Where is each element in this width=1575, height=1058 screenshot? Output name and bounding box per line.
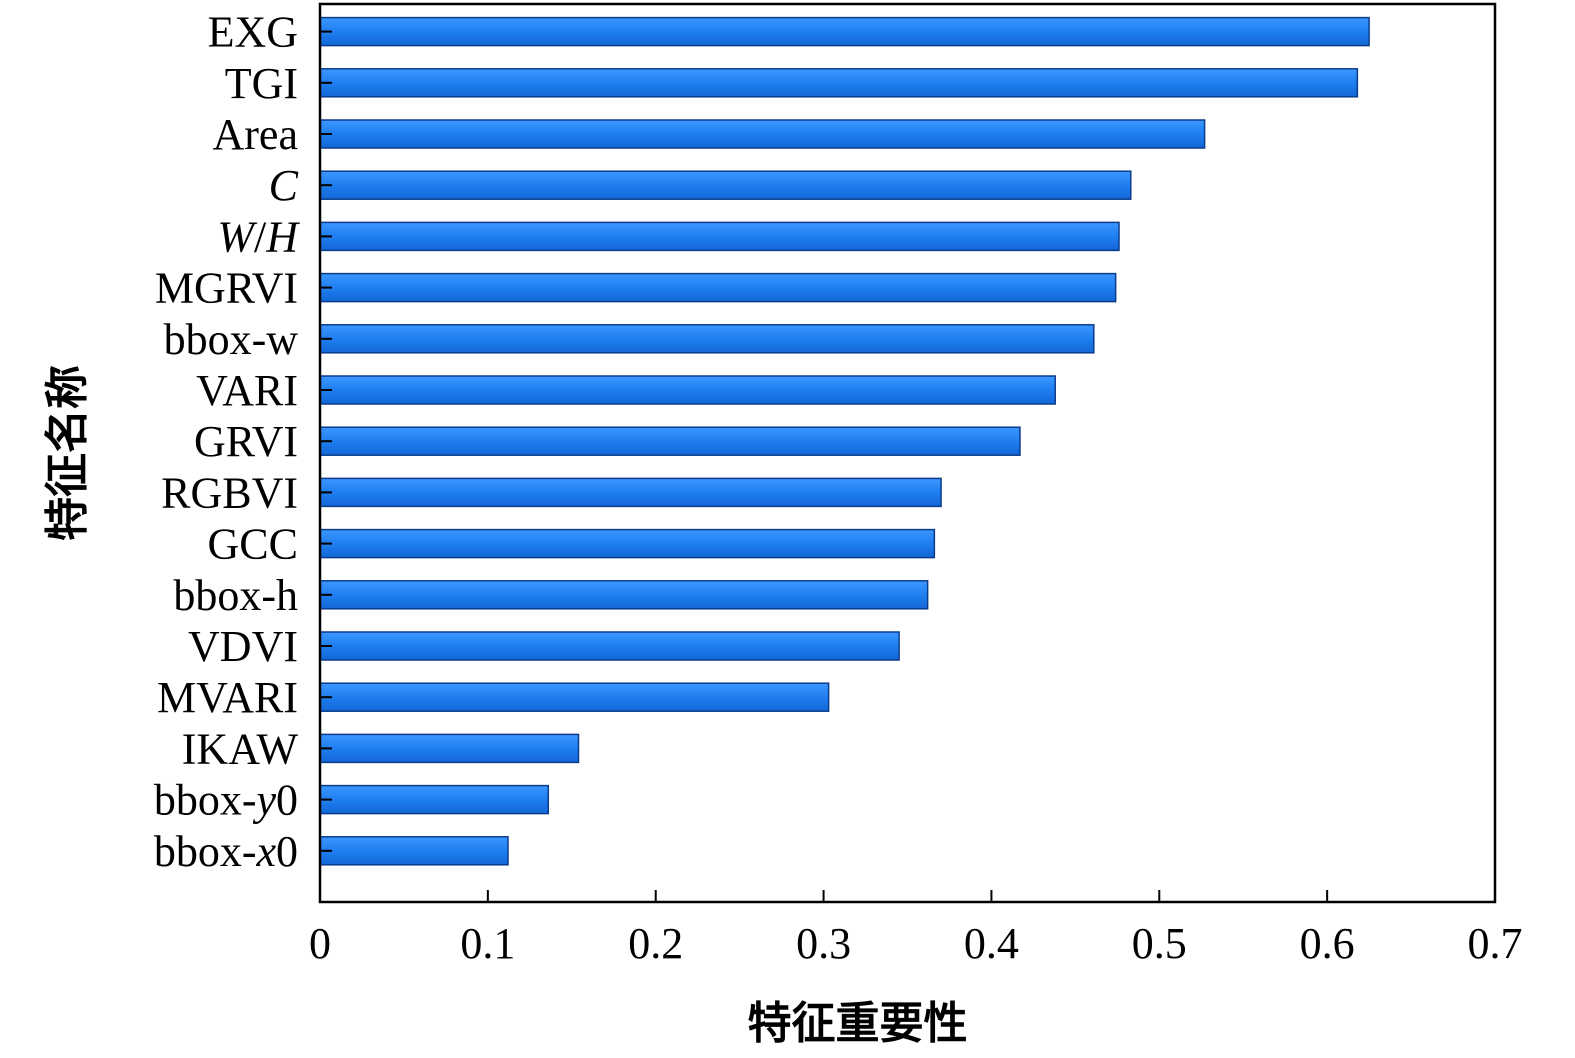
y-tick-label: VDVI (188, 622, 298, 671)
bar-rgbvi (319, 477, 942, 508)
y-tick-label: RGBVI (161, 468, 298, 517)
bar-w-h (319, 221, 1120, 252)
x-tick-label: 0.5 (1132, 919, 1187, 968)
y-tick-label: Area (213, 110, 299, 159)
bar-ikaw (319, 733, 580, 764)
x-tick-label: 0.1 (460, 919, 515, 968)
x-tick-label: 0.6 (1300, 919, 1355, 968)
y-tick-label: MVARI (157, 673, 298, 722)
bar-grvi (319, 426, 1021, 456)
x-tick-label: 0.2 (628, 919, 683, 968)
y-tick-label: bbox-x0 (154, 827, 298, 876)
x-tick-label: 0.4 (964, 919, 1019, 968)
bars-layer (319, 16, 1370, 866)
bar-bbox-y0 (319, 784, 550, 815)
x-tick-label: 0 (309, 919, 331, 968)
x-tick-label: 0.3 (796, 919, 851, 968)
bar-bbox-x0 (319, 836, 509, 866)
y-tick-label: GCC (208, 520, 298, 569)
bar-mvari (319, 682, 830, 712)
bar-exg (319, 16, 1370, 47)
x-axis-title: 特征重要性 (748, 998, 968, 1049)
bar-gcc (319, 528, 936, 559)
y-tick-label: bbox-h (173, 571, 298, 620)
y-tick-label: EXG (208, 8, 298, 57)
bar-bbox-w (319, 324, 1095, 354)
y-tick-label: W/H (217, 212, 300, 261)
y-tick-labels: EXGTGIAreaCW/HMGRVIbbox-wVARIGRVIRGBVIGC… (154, 8, 332, 876)
plot-frame (318, 2, 1497, 904)
y-tick-label: VARI (196, 366, 298, 415)
y-tick-label: bbox-y0 (154, 776, 298, 825)
y-tick-label: TGI (225, 59, 298, 108)
bar-area (319, 119, 1206, 149)
y-tick-label: IKAW (182, 724, 299, 773)
bar-vari (319, 375, 1056, 405)
y-tick-label: C (269, 161, 299, 210)
bar-vdvi (319, 631, 900, 661)
y-tick-label: MGRVI (155, 264, 298, 313)
y-tick-label: GRVI (194, 417, 298, 466)
x-ticks: 0 0.1 0.2 0.3 0.4 0.5 0.6 0.7 (309, 890, 1523, 968)
bar-tgi (319, 68, 1359, 98)
y-tick-label: bbox-w (164, 315, 299, 364)
bar-c (319, 170, 1132, 200)
bar-bbox-h (319, 580, 929, 610)
x-tick-label: 0.7 (1468, 919, 1523, 968)
bar-mgrvi (319, 272, 1117, 303)
y-axis-title: 特征名称 (42, 365, 93, 541)
